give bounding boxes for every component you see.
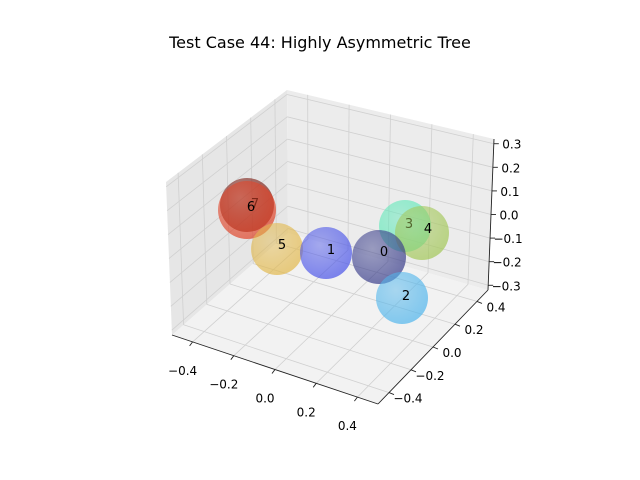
y-tick-mark: [454, 323, 461, 327]
z-tick-label: 0.0: [499, 209, 518, 223]
z-gridline: [287, 116, 493, 168]
sphere-node-5: [251, 223, 303, 275]
x-tick-label: 0.4: [338, 419, 357, 433]
node-label-0: 0: [380, 245, 388, 260]
y-tick-mark: [388, 392, 395, 396]
x-tick-label: −0.2: [209, 378, 238, 392]
sphere-node-1: [300, 227, 352, 279]
sphere-node-0: [352, 230, 406, 284]
y-gridline: [229, 283, 434, 348]
z-gridline: [287, 161, 492, 215]
y-tick-label: −0.2: [415, 369, 444, 383]
z-tick-label: −0.2: [493, 256, 522, 270]
z-gridline: [165, 94, 288, 188]
chart-title: Test Case 44: Highly Asymmetric Tree: [169, 33, 471, 52]
y-tick-label: 0.4: [486, 300, 505, 314]
node-label-4: 4: [424, 222, 432, 237]
sphere-node-6: [218, 181, 276, 239]
y-tick-label: −0.4: [393, 392, 422, 406]
y-gridline: [183, 324, 390, 393]
y-tick-mark: [410, 369, 417, 373]
x-tick-mark: [189, 341, 193, 347]
x-tick-label: −0.4: [168, 364, 197, 378]
x-tick-mark: [312, 383, 317, 388]
z-tick-label: 0.3: [502, 138, 521, 152]
z-gridline: [287, 138, 493, 192]
node-label-2: 2: [402, 289, 410, 304]
node-label-6: 6: [247, 200, 255, 215]
z-tick-label: 0.1: [500, 185, 519, 199]
node-spheres: 34765102: [218, 178, 449, 324]
node-label-1: 1: [327, 243, 335, 258]
z-gridline: [286, 94, 494, 145]
x-tick-mark: [354, 396, 358, 402]
z-tick-label: −0.1: [493, 232, 522, 246]
z-tick-label: −0.3: [492, 279, 521, 293]
x-tick-label: 0.0: [255, 392, 274, 406]
sphere-node-2: [376, 272, 428, 324]
y-tick-mark: [476, 300, 483, 304]
z-tick-label: 0.2: [501, 161, 520, 175]
y-gridline: [206, 304, 412, 371]
tick-labels: −0.4−0.20.00.20.4−0.4−0.20.00.20.4−0.3−0…: [168, 138, 523, 433]
x-tick-mark: [230, 355, 235, 360]
x-tick-mark: [271, 369, 276, 374]
y-tick-label: 0.2: [464, 323, 483, 337]
x-tick-label: 0.2: [297, 405, 316, 419]
sphere-node-4: [395, 206, 449, 260]
y-tick-mark: [432, 346, 439, 350]
y-tick-label: 0.0: [442, 346, 461, 360]
node-label-5: 5: [278, 238, 286, 253]
z-gridline: [166, 116, 288, 212]
axis-lines: [171, 138, 499, 405]
